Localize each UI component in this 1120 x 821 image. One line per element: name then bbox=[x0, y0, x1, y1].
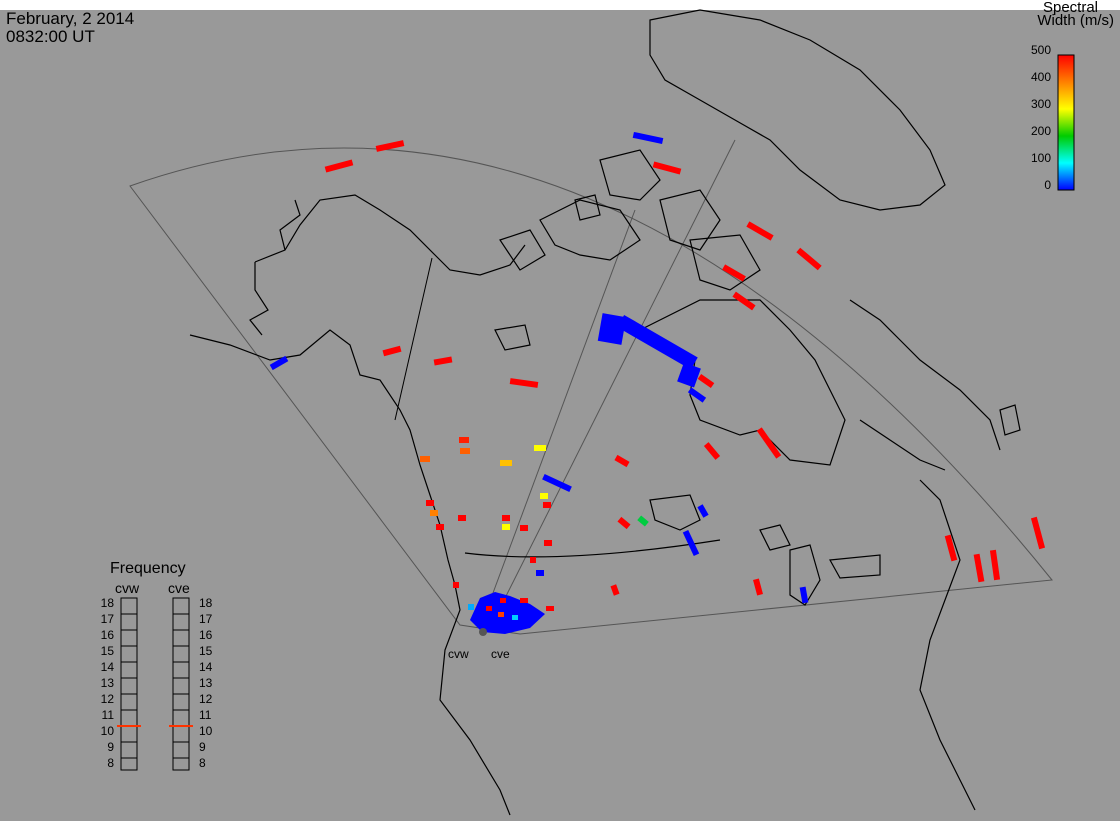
frequency-column-cvw bbox=[120, 597, 138, 771]
frequency-title: Frequency bbox=[110, 560, 186, 577]
frequency-level-label-left: 15 bbox=[100, 644, 114, 658]
fov-outline bbox=[129, 147, 1053, 635]
frequency-level-label-right: 10 bbox=[199, 724, 213, 738]
frequency-radar-label-cve: cve bbox=[168, 580, 190, 596]
frequency-level-label-left: 13 bbox=[100, 676, 114, 690]
frequency-level-label-right: 14 bbox=[199, 660, 213, 674]
frequency-level-label-left: 16 bbox=[100, 628, 114, 642]
colorbar-tick: 300 bbox=[1030, 97, 1051, 111]
frequency-level-label-left: 8 bbox=[107, 756, 114, 770]
frequency-level-label-right: 11 bbox=[199, 708, 212, 722]
time-label: 0832:00 UT bbox=[6, 27, 95, 46]
station-label-cvw: cvw bbox=[448, 647, 469, 661]
frequency-column-cve bbox=[172, 597, 190, 771]
radar-cells bbox=[269, 131, 1046, 634]
colorbar-tick: 0 bbox=[1044, 178, 1051, 192]
frequency-level-label-right: 16 bbox=[199, 628, 213, 642]
frequency-level-label-left: 9 bbox=[107, 740, 114, 754]
fov-boundary-cvw bbox=[488, 139, 736, 631]
colorbar-tick: 200 bbox=[1030, 124, 1051, 138]
frequency-level-label-right: 17 bbox=[199, 612, 213, 626]
colorbar-tick: 100 bbox=[1030, 151, 1051, 165]
colorbar-tick: 400 bbox=[1030, 70, 1051, 84]
frequency-level-label-right: 18 bbox=[199, 596, 213, 610]
frequency-level-label-right: 13 bbox=[199, 676, 213, 690]
frequency-level-label-right: 9 bbox=[199, 740, 206, 754]
frequency-radar-label-cvw: cvw bbox=[115, 580, 140, 596]
frequency-level-label-left: 11 bbox=[101, 708, 114, 722]
colorbar bbox=[1057, 54, 1075, 191]
frequency-level-label-right: 15 bbox=[199, 644, 213, 658]
colorbar-tick: 500 bbox=[1030, 43, 1051, 57]
coastlines bbox=[189, 9, 1021, 816]
frequency-level-label-right: 12 bbox=[199, 692, 213, 706]
date-label: February, 2 2014 bbox=[6, 9, 135, 28]
fov-boundary-cve bbox=[479, 209, 636, 629]
colorbar-title-line2: Width (m/s) bbox=[1037, 12, 1114, 29]
top-strip bbox=[0, 0, 1120, 10]
radar-station-marker bbox=[479, 628, 487, 636]
frequency-level-label-right: 8 bbox=[199, 756, 206, 770]
station-label-cve: cve bbox=[491, 647, 510, 661]
colorbar-title-line1: Spectral bbox=[1042, 0, 1098, 16]
frequency-level-label-left: 17 bbox=[100, 612, 114, 626]
frequency-level-label-left: 14 bbox=[100, 660, 114, 674]
frequency-level-label-left: 10 bbox=[100, 724, 114, 738]
frequency-level-label-left: 18 bbox=[100, 596, 114, 610]
frequency-level-label-left: 12 bbox=[100, 692, 114, 706]
